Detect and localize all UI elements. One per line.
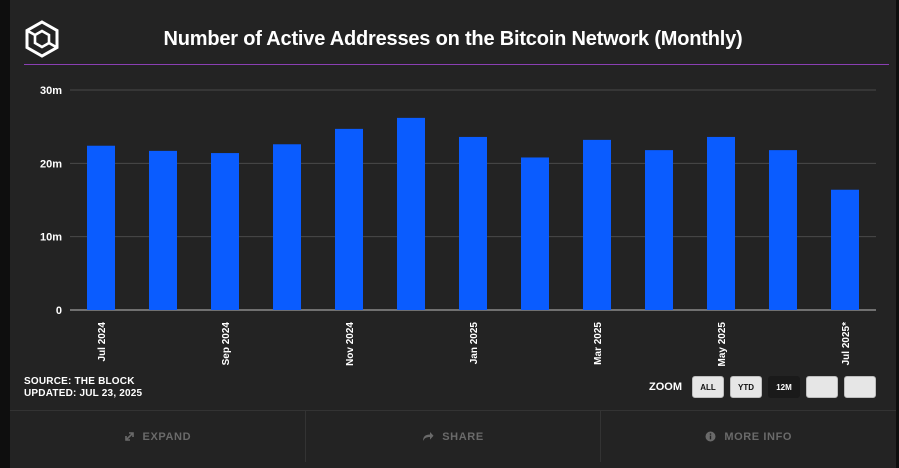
bar[interactable] bbox=[397, 117, 425, 310]
x-tick-label: Jul 2024 bbox=[97, 322, 108, 362]
y-tick-label: 30m bbox=[40, 85, 62, 97]
bar[interactable] bbox=[583, 139, 611, 310]
bar[interactable] bbox=[87, 145, 115, 310]
zoom-controls: ZOOM ALL YTD 12M bbox=[649, 376, 876, 398]
zoom-ytd-button[interactable]: YTD bbox=[730, 376, 762, 398]
expand-label: EXPAND bbox=[142, 430, 192, 443]
y-tick-label: 0 bbox=[56, 305, 62, 317]
bar-chart: 0 10m 20m 30m Jul 2024 Sep 2024 Nov 2024 Jan 2… bbox=[40, 85, 876, 367]
bar[interactable] bbox=[831, 189, 859, 310]
bar[interactable] bbox=[273, 144, 301, 310]
y-axis-ticks: 0 10m 20m 30m bbox=[40, 85, 62, 317]
updated-line: UPDATED: JUL 23, 2025 bbox=[24, 388, 143, 399]
more-info-button[interactable]: MORE INFO bbox=[600, 411, 896, 462]
expand-icon bbox=[124, 431, 135, 442]
bar[interactable] bbox=[149, 150, 177, 310]
zoom-all-button[interactable]: ALL bbox=[692, 376, 724, 398]
more-info-label: MORE INFO bbox=[724, 430, 793, 443]
x-tick-label: Jul 2025* bbox=[841, 322, 852, 365]
share-icon bbox=[422, 431, 434, 442]
source-line: SOURCE: THE BLOCK bbox=[24, 376, 135, 387]
y-tick-label: 20m bbox=[40, 158, 62, 170]
x-tick-label: Sep 2024 bbox=[221, 322, 232, 366]
bar[interactable] bbox=[645, 150, 673, 310]
x-tick-label: Jan 2025 bbox=[469, 322, 480, 365]
share-label: SHARE bbox=[442, 430, 484, 443]
y-tick-label: 10m bbox=[40, 232, 62, 244]
zoom-option-5-button[interactable] bbox=[844, 376, 876, 398]
chart-title: Number of Active Addresses on the Bitcoi… bbox=[163, 28, 743, 50]
info-icon bbox=[705, 431, 716, 442]
x-tick-label: Mar 2025 bbox=[593, 322, 604, 365]
x-tick-label: May 2025 bbox=[717, 322, 728, 367]
bar[interactable] bbox=[211, 153, 239, 310]
the-block-logo-icon bbox=[24, 20, 60, 58]
zoom-label: ZOOM bbox=[649, 381, 682, 393]
bar[interactable] bbox=[707, 136, 735, 310]
footer-actions: EXPAND SHARE MORE INFO bbox=[10, 410, 896, 462]
bars bbox=[87, 117, 859, 310]
bar[interactable] bbox=[335, 128, 363, 310]
source-info: SOURCE: THE BLOCK UPDATED: JUL 23, 2025 bbox=[24, 376, 142, 400]
bar[interactable] bbox=[769, 150, 797, 310]
x-tick-label: Nov 2024 bbox=[345, 322, 356, 366]
share-button[interactable]: SHARE bbox=[304, 411, 601, 462]
x-axis-ticks: Jul 2024 Sep 2024 Nov 2024 Jan 2025 Mar 2025… bbox=[97, 322, 852, 367]
bar[interactable] bbox=[521, 157, 549, 310]
expand-button[interactable]: EXPAND bbox=[10, 411, 305, 462]
bar[interactable] bbox=[459, 136, 487, 310]
chart-card: Number of Active Addresses on the Bitcoi… bbox=[10, 0, 896, 468]
zoom-12m-button[interactable]: 12M bbox=[768, 376, 800, 398]
title-divider bbox=[24, 64, 889, 65]
zoom-option-4-button[interactable] bbox=[806, 376, 838, 398]
